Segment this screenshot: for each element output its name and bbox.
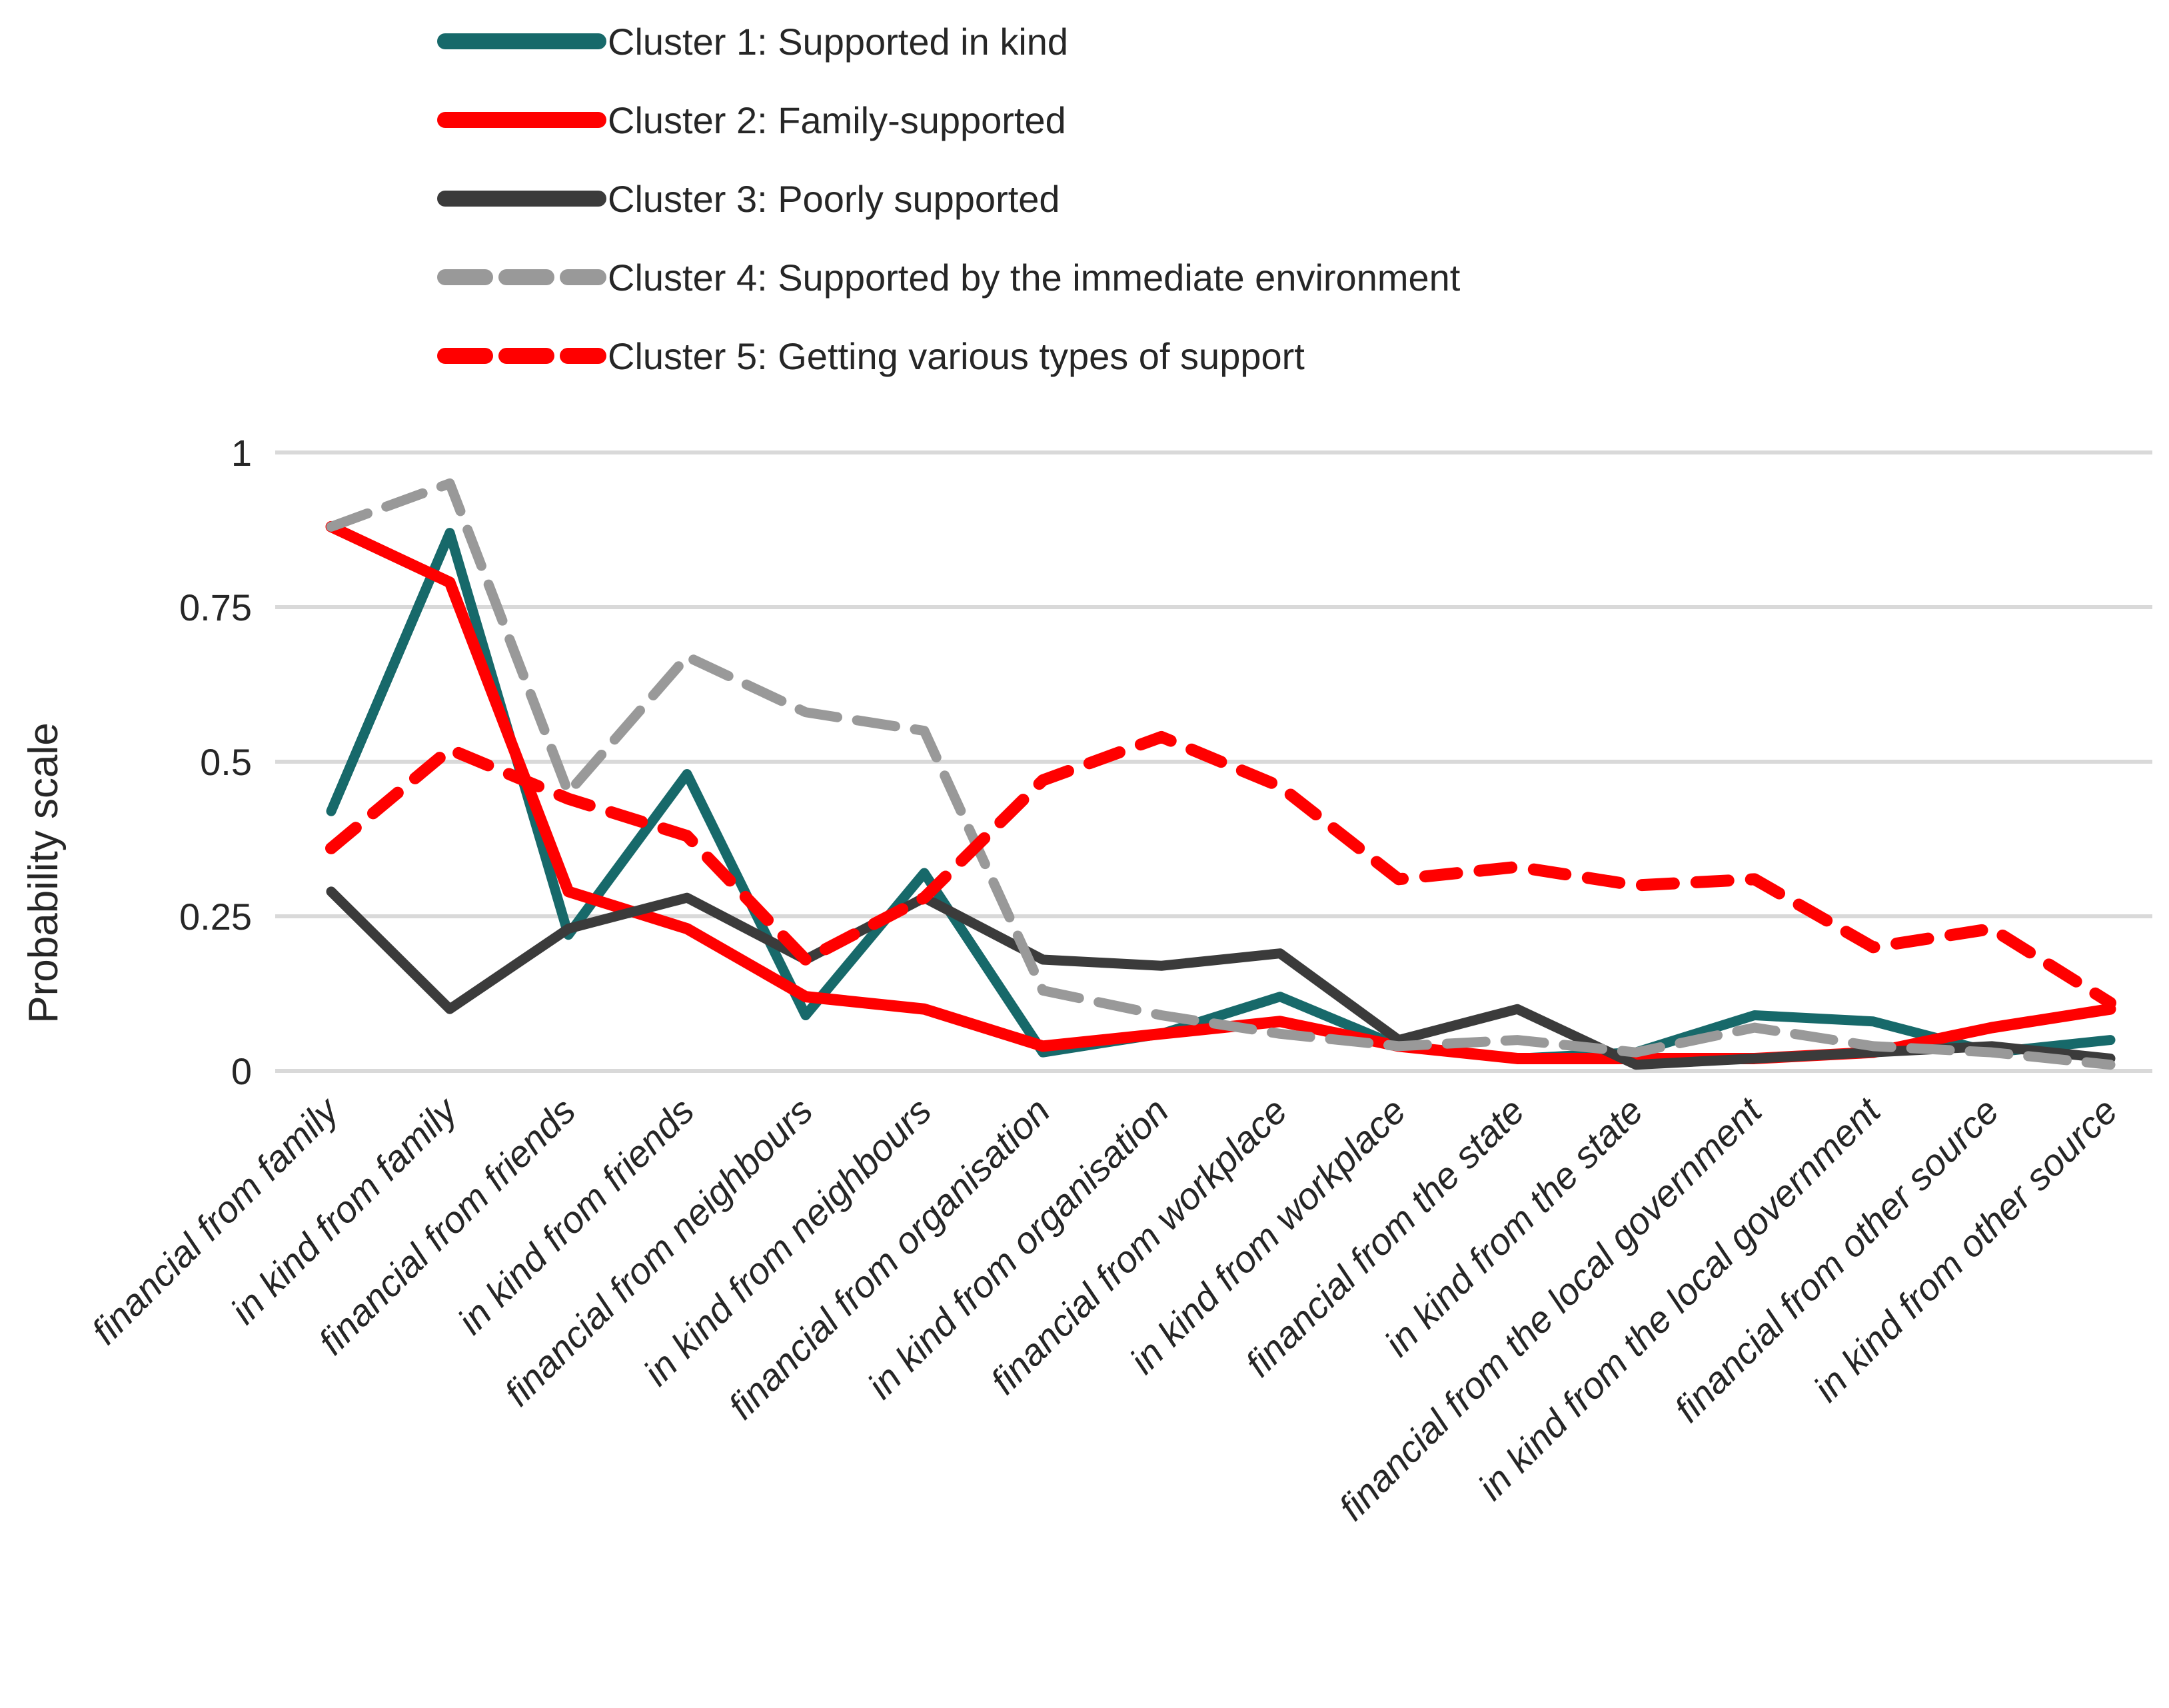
- legend-label-cluster-1: Cluster 1: Supported in kind: [608, 21, 1068, 63]
- legend-label-cluster-5: Cluster 5: Getting various types of supp…: [608, 335, 1305, 377]
- series-line-cluster-1: [326, 528, 2116, 1064]
- y-tick-label: 0.75: [179, 586, 252, 628]
- legend-label-cluster-4: Cluster 4: Supported by the immediate en…: [608, 257, 1461, 299]
- x-axis-label: in kind from family: [223, 1088, 466, 1332]
- series-line-cluster-5: [325, 730, 2116, 1009]
- x-axis-label: financial from the local government: [1331, 1088, 1771, 1528]
- y-tick-label: 0.25: [179, 896, 252, 938]
- y-tick-label: 0: [231, 1050, 252, 1092]
- series-lines: [325, 478, 2116, 1070]
- y-axis-title: Probability scale: [21, 722, 67, 1023]
- y-axis-tick-labels: 1 0.75 0.5 0.25 0: [179, 432, 252, 1092]
- series-line-cluster-3: [326, 886, 2116, 1070]
- legend: Cluster 1: Supported in kind Cluster 2: …: [437, 21, 1461, 377]
- y-tick-label: 1: [231, 432, 252, 474]
- y-tick-label: 0.5: [200, 741, 252, 783]
- series-line-cluster-4: [326, 478, 2116, 1070]
- legend-label-cluster-2: Cluster 2: Family-supported: [608, 99, 1066, 141]
- legend-label-cluster-3: Cluster 3: Poorly supported: [608, 178, 1060, 220]
